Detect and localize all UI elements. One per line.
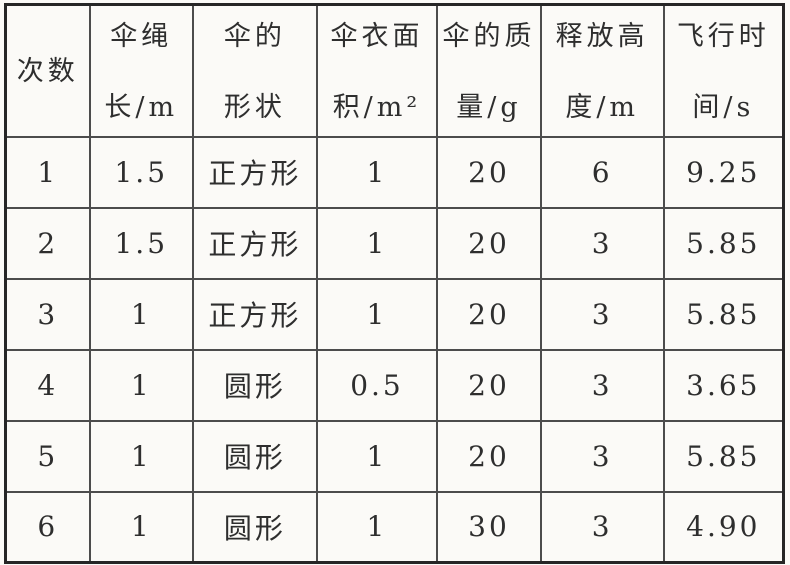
header-cell: 伞绳长/m bbox=[88, 3, 194, 138]
table-cell: 1 bbox=[88, 277, 194, 351]
table-cell: 5.85 bbox=[662, 206, 785, 280]
header-cell-content: 伞的 形状 bbox=[194, 6, 316, 136]
table-cell: 20 bbox=[436, 277, 542, 351]
table-cell: 1 bbox=[4, 135, 91, 209]
table-cell: 3 bbox=[4, 277, 91, 351]
header-cell-content: 伞绳长/m bbox=[91, 6, 192, 136]
table-cell: 30 bbox=[436, 490, 542, 564]
header-line2: 积/m² bbox=[332, 91, 422, 123]
table-cell: 9.25 bbox=[662, 135, 785, 209]
table-cell: 1.5 bbox=[88, 135, 194, 209]
table-cell: 正方形 bbox=[191, 206, 318, 280]
table-cell: 1 bbox=[315, 277, 439, 351]
table-row: 6 1 圆形 1 30 3 4.90 bbox=[4, 490, 785, 564]
table-cell: 圆形 bbox=[191, 348, 318, 422]
table-cell: 4.90 bbox=[662, 490, 785, 564]
header-line1: 释放高 bbox=[555, 21, 649, 52]
table-cell: 3 bbox=[539, 277, 665, 351]
header-line2: 量/g bbox=[456, 91, 522, 123]
header-line1: 伞的 bbox=[223, 21, 286, 52]
table-cell: 20 bbox=[436, 419, 542, 493]
table-cell: 3.65 bbox=[662, 348, 785, 422]
table-cell: 2 bbox=[4, 206, 91, 280]
table-row: 5 1 圆形 1 20 3 5.85 bbox=[4, 419, 785, 493]
table-cell: 3 bbox=[539, 419, 665, 493]
table-cell: 正方形 bbox=[191, 135, 318, 209]
table-cell: 5 bbox=[4, 419, 91, 493]
header-line2: 度/m bbox=[565, 91, 640, 123]
table-cell: 1 bbox=[88, 490, 194, 564]
table-cell: 圆形 bbox=[191, 419, 318, 493]
header-cell: 伞的质量/g bbox=[436, 3, 542, 138]
table-cell: 1.5 bbox=[88, 206, 194, 280]
table-cell: 1 bbox=[88, 348, 194, 422]
table-cell: 3 bbox=[539, 206, 665, 280]
header-line1: 伞衣面 bbox=[330, 21, 424, 52]
table-cell: 20 bbox=[436, 348, 542, 422]
header-line2: 长/m bbox=[104, 91, 179, 123]
header-cell: 伞衣面积/m² bbox=[315, 3, 439, 138]
table-cell: 3 bbox=[539, 348, 665, 422]
table-row: 3 1 正方形 1 20 3 5.85 bbox=[4, 277, 785, 351]
header-cell-content: 飞行时间/s bbox=[665, 6, 782, 136]
table-cell: 3 bbox=[539, 490, 665, 564]
header-cell-content: 伞衣面积/m² bbox=[318, 6, 437, 136]
table-cell: 1 bbox=[315, 135, 439, 209]
table-row: 2 1.5 正方形 1 20 3 5.85 bbox=[4, 206, 785, 280]
table-cell: 1 bbox=[315, 419, 439, 493]
header-line1: 伞的质 bbox=[442, 21, 536, 52]
table-cell: 1 bbox=[315, 206, 439, 280]
table-cell: 1 bbox=[88, 419, 194, 493]
header-line1: 飞行时 bbox=[676, 21, 770, 52]
header-cell-content: 释放高度/m bbox=[542, 6, 663, 136]
table-cell: 正方形 bbox=[191, 277, 318, 351]
table-cell: 6 bbox=[539, 135, 665, 209]
table-cell: 1 bbox=[315, 490, 439, 564]
table-body: 1 1.5 正方形 1 20 6 9.25 2 1.5 正方形 1 20 3 5.85 3 1 正方形 1 20 3 5… bbox=[4, 135, 785, 564]
header-cell: 伞的 形状 bbox=[191, 3, 318, 138]
table-cell: 20 bbox=[436, 206, 542, 280]
table-cell: 4 bbox=[4, 348, 91, 422]
table-cell: 6 bbox=[4, 490, 91, 564]
header-line2: 形状 bbox=[223, 91, 286, 123]
header-cell: 释放高度/m bbox=[539, 3, 665, 138]
table-cell: 5.85 bbox=[662, 419, 785, 493]
header-row: 次数 伞绳 长/m 伞的 形状 伞衣面 积/m² 伞的质 量/g 释放高 度/m 飞行时 间/s bbox=[4, 3, 785, 138]
header-cell-content: 次数 bbox=[7, 6, 89, 136]
table-cell: 0.5 bbox=[315, 348, 439, 422]
table-cell: 20 bbox=[436, 135, 542, 209]
header-line2: 间/s bbox=[692, 91, 755, 123]
table-cell: 5.85 bbox=[662, 277, 785, 351]
header-line1: 伞绳 bbox=[110, 21, 173, 52]
header-line1: 次数 bbox=[16, 56, 79, 88]
header-cell: 飞行时间/s bbox=[662, 3, 785, 138]
table-cell: 圆形 bbox=[191, 490, 318, 564]
table-row: 4 1 圆形 0.5 20 3 3.65 bbox=[4, 348, 785, 422]
experiment-table: 次数 伞绳 长/m 伞的 形状 伞衣面 积/m² 伞的质 量/g 释放高 度/m 飞行时 间/s 1 1.… bbox=[4, 3, 785, 564]
header-cell-content: 伞的质量/g bbox=[438, 6, 539, 136]
header-cell: 次数 bbox=[4, 3, 91, 138]
table-row: 1 1.5 正方形 1 20 6 9.25 bbox=[4, 135, 785, 209]
